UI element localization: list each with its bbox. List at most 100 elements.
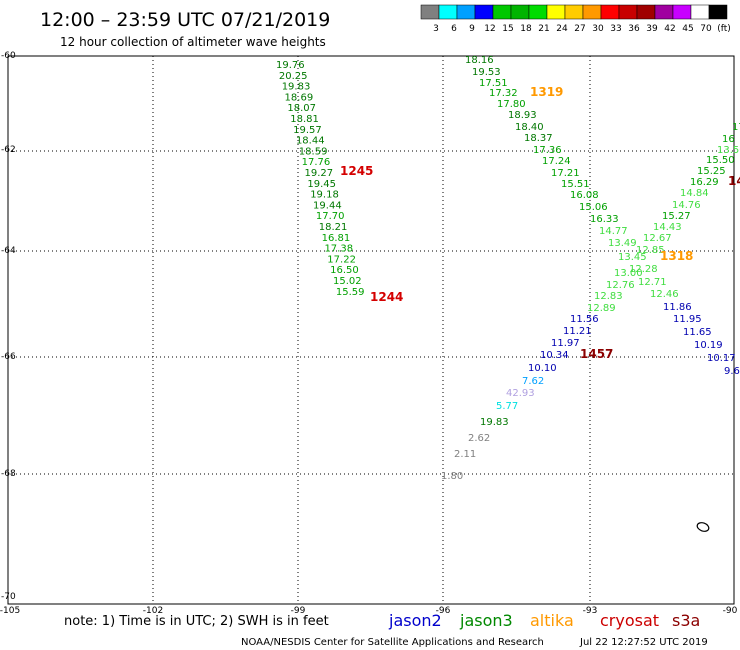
swh-value: 14.43 (653, 222, 682, 233)
swh-value: 16.29 (690, 177, 719, 188)
wave-height-observations: 19.7620.2519.8318.6918.0718.8119.5718.44… (276, 55, 740, 482)
swh-value: 13.50 (717, 145, 740, 156)
colorbar-swatch (600, 4, 620, 20)
latitude-label: -62 (1, 145, 16, 155)
swh-value: 17.80 (497, 99, 526, 110)
swh-value: 17.36 (533, 145, 562, 156)
legend-satellite-jason3: jason3 (459, 611, 513, 630)
latitude-label: -64 (1, 246, 16, 256)
swh-value: 18.69 (285, 92, 314, 103)
swh-value: 17.22 (327, 254, 356, 265)
colorbar-label: (ft) (717, 24, 731, 34)
legend-satellite-jason2: jason2 (388, 611, 442, 630)
pass-number: 1318 (660, 249, 693, 263)
swh-value: 17 (732, 122, 740, 133)
colorbar-swatch (420, 4, 440, 20)
swh-value: 15.02 (333, 276, 362, 287)
swh-value: 18.07 (287, 103, 316, 114)
colorbar-swatch (456, 4, 476, 20)
swh-value: 12.71 (638, 277, 667, 288)
swh-value: 17.51 (479, 78, 508, 89)
swh-value: 2.62 (468, 433, 490, 444)
swh-value: 12.46 (650, 289, 679, 300)
swh-value: 14.77 (599, 226, 628, 237)
colorbar-label: 30 (592, 24, 604, 34)
swh-value: 20.25 (279, 71, 308, 82)
colorbar-swatch (636, 4, 656, 20)
longitude-labels: -105 -102 -99 -96 -93 -90 (0, 606, 738, 616)
colorbar-label: 45 (682, 24, 693, 34)
longitude-label: -96 (436, 606, 451, 616)
longitude-label: -90 (723, 606, 738, 616)
pass-number: 14 (728, 174, 740, 188)
colorbar-label: 3 (433, 24, 439, 34)
swh-value: 19.45 (307, 179, 336, 190)
legend-satellite-s3a: s3a (672, 611, 700, 630)
colorbar-label: 6 (451, 24, 457, 34)
swh-value: 18.93 (508, 110, 537, 121)
swh-value: 15.06 (579, 202, 608, 213)
swh-value: 17.32 (489, 88, 518, 99)
colorbar-swatch (438, 4, 458, 20)
longitude-label: -99 (291, 606, 306, 616)
colorbar-swatch (528, 4, 548, 20)
map-subtitle: 12 hour collection of altimeter wave hei… (60, 35, 326, 49)
colorbar-swatch (582, 4, 602, 20)
swh-value: 19.44 (313, 200, 342, 211)
colorbar-label: 15 (502, 24, 513, 34)
colorbar-swatch (618, 4, 638, 20)
island-outline (696, 522, 710, 532)
swh-value: 14.76 (672, 200, 701, 211)
swh-value: 7.62 (522, 376, 544, 387)
colorbar-label: 70 (700, 24, 712, 34)
colorbar-swatch (708, 4, 728, 20)
swh-value: 10.34 (540, 350, 569, 361)
swh-value: 10.19 (694, 340, 723, 351)
swh-value: 15.59 (336, 287, 365, 298)
swh-value: 18.81 (290, 114, 319, 125)
colorbar-swatch (546, 4, 566, 20)
colorbar-label: 18 (520, 24, 532, 34)
colorbar-swatch (474, 4, 494, 20)
colorbar-swatch (690, 4, 710, 20)
colorbar-label: 36 (628, 24, 640, 34)
pass-number: 1319 (530, 85, 563, 99)
swh-value: 17.76 (302, 157, 331, 168)
legend-satellite-cryosat: cryosat (600, 611, 659, 630)
plot-frame (7, 55, 735, 605)
swh-value: 19.27 (305, 168, 334, 179)
swh-value: 19.76 (276, 60, 305, 71)
footer-credit: NOAA/NESDIS Center for Satellite Applica… (241, 637, 544, 648)
footer-timestamp: Jul 22 12:27:52 UTC 2019 (579, 637, 708, 648)
swh-value: 10.10 (528, 363, 557, 374)
swh-value: 19.53 (472, 67, 501, 78)
swh-value: 5.77 (496, 401, 518, 412)
pass-number-labels: 1245 1244 1319 1318 1457 14 (340, 85, 740, 361)
swh-value: 16 (722, 134, 735, 145)
swh-value: 14.84 (680, 188, 709, 199)
satellite-legend: jason2 jason3 altika cryosat s3a (388, 611, 700, 630)
swh-value: 18.44 (296, 136, 325, 147)
swh-value: 15.51 (561, 179, 590, 190)
swh-value: 42.93 (506, 388, 535, 399)
latitude-label: -68 (1, 469, 16, 479)
swh-value: 11.56 (570, 314, 599, 325)
swh-value: 16.81 (322, 233, 351, 244)
swh-value: 17.38 (324, 244, 353, 255)
colorbar-swatch (672, 4, 692, 20)
swh-value: 18.40 (515, 122, 544, 133)
swh-value: 15.50 (706, 155, 735, 166)
longitude-label: -105 (0, 606, 20, 616)
legend-satellite-altika: altika (530, 611, 574, 630)
swh-value: 11.65 (683, 327, 712, 338)
colorbar-swatch (564, 4, 584, 20)
colorbar-label: 42 (664, 24, 675, 34)
colorbar-label: 9 (469, 24, 475, 34)
swh-value: 13.00 (614, 268, 643, 279)
swh-value: 11.86 (663, 302, 692, 313)
swh-value: 17.21 (551, 168, 580, 179)
swh-value: 16.33 (590, 214, 619, 225)
swh-value: 13.45 (618, 252, 647, 263)
